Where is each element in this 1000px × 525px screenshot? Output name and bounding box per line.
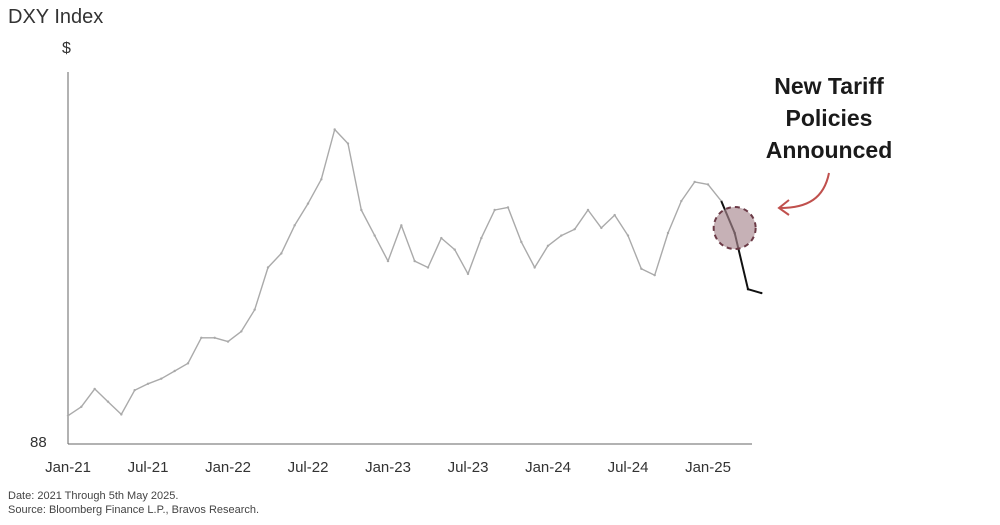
- data-point: [426, 266, 430, 269]
- data-point: [386, 259, 390, 263]
- annotation-line-2: Policies: [785, 105, 873, 131]
- data-point: [600, 226, 603, 230]
- data-point: [506, 206, 510, 209]
- annotation-marker: [712, 172, 830, 250]
- data-point: [253, 308, 256, 311]
- data-point: [533, 266, 536, 269]
- data-point: [440, 236, 443, 240]
- data-point: [520, 240, 523, 244]
- data-point: [146, 382, 150, 385]
- data-point: [693, 180, 696, 184]
- data-point: [240, 330, 243, 333]
- chart-title: DXY Index: [8, 6, 104, 28]
- footer-source-note: Source: Bloomberg Finance L.P., Bravos R…: [8, 504, 260, 516]
- data-point: [466, 272, 470, 276]
- data-point: [640, 267, 643, 270]
- data-point: [213, 336, 216, 339]
- data-point: [360, 208, 363, 212]
- data-point: [653, 273, 656, 277]
- data-point: [613, 213, 616, 217]
- data-point: [120, 413, 123, 416]
- x-tick-label: Jul-21: [128, 459, 169, 476]
- x-tick-labels: Jan-21 Jul-21 Jan-22 Jul-22 Jan-23 Jul-23 Jan-…: [45, 459, 731, 476]
- annotation-line-3: Announced: [765, 137, 893, 163]
- x-tick-label: Jan-25: [685, 459, 731, 476]
- data-point: [480, 236, 483, 240]
- data-point: [186, 362, 190, 365]
- data-point: [93, 387, 96, 391]
- data-point: [626, 234, 630, 237]
- data-point: [80, 405, 83, 408]
- data-point: [346, 142, 350, 145]
- data-point: [560, 234, 563, 237]
- data-point: [373, 234, 376, 237]
- data-point: [66, 414, 70, 417]
- data-point: [760, 291, 763, 295]
- x-tick-label: Jan-23: [365, 459, 411, 476]
- data-point: [226, 340, 230, 343]
- data-point: [320, 178, 323, 181]
- highlight-circle: [712, 206, 757, 250]
- data-point: [746, 288, 750, 291]
- data-point: [573, 227, 576, 231]
- x-tick-label: Jul-23: [448, 459, 489, 476]
- y-axis-unit-label: $: [62, 40, 71, 57]
- data-point: [586, 208, 590, 212]
- data-point: [413, 259, 416, 263]
- series-lines: [66, 128, 763, 417]
- data-point: [666, 231, 670, 235]
- data-point: [200, 336, 203, 339]
- x-tick-label: Jul-22: [288, 459, 329, 476]
- arrow-head-icon: [777, 199, 790, 216]
- data-point: [160, 377, 163, 380]
- data-point: [680, 199, 683, 203]
- y-axis-min-label: 88: [30, 434, 47, 451]
- data-point: [546, 244, 550, 247]
- x-tick-label: Jan-24: [525, 459, 571, 476]
- data-point: [133, 388, 136, 392]
- data-point: [706, 183, 710, 186]
- data-point: [400, 224, 403, 227]
- data-point: [173, 369, 176, 373]
- x-tick-label: Jul-24: [608, 459, 649, 476]
- data-point: [266, 266, 270, 269]
- data-point: [306, 202, 310, 205]
- data-point: [106, 400, 110, 403]
- x-tick-label: Jan-21: [45, 459, 91, 476]
- annotation-arrow: [779, 172, 830, 209]
- data-point: [280, 252, 283, 255]
- data-point: [453, 248, 456, 251]
- x-tick-label: Jan-22: [205, 459, 251, 476]
- data-point: [493, 208, 496, 212]
- series-line-1: [67, 128, 722, 417]
- footer-date-note: Date: 2021 Through 5th May 2025.: [8, 490, 179, 502]
- annotation-text: New Tariff Policies Announced: [740, 70, 918, 166]
- data-point: [333, 128, 336, 131]
- data-point: [293, 224, 296, 227]
- annotation-line-1: New Tariff: [774, 73, 884, 99]
